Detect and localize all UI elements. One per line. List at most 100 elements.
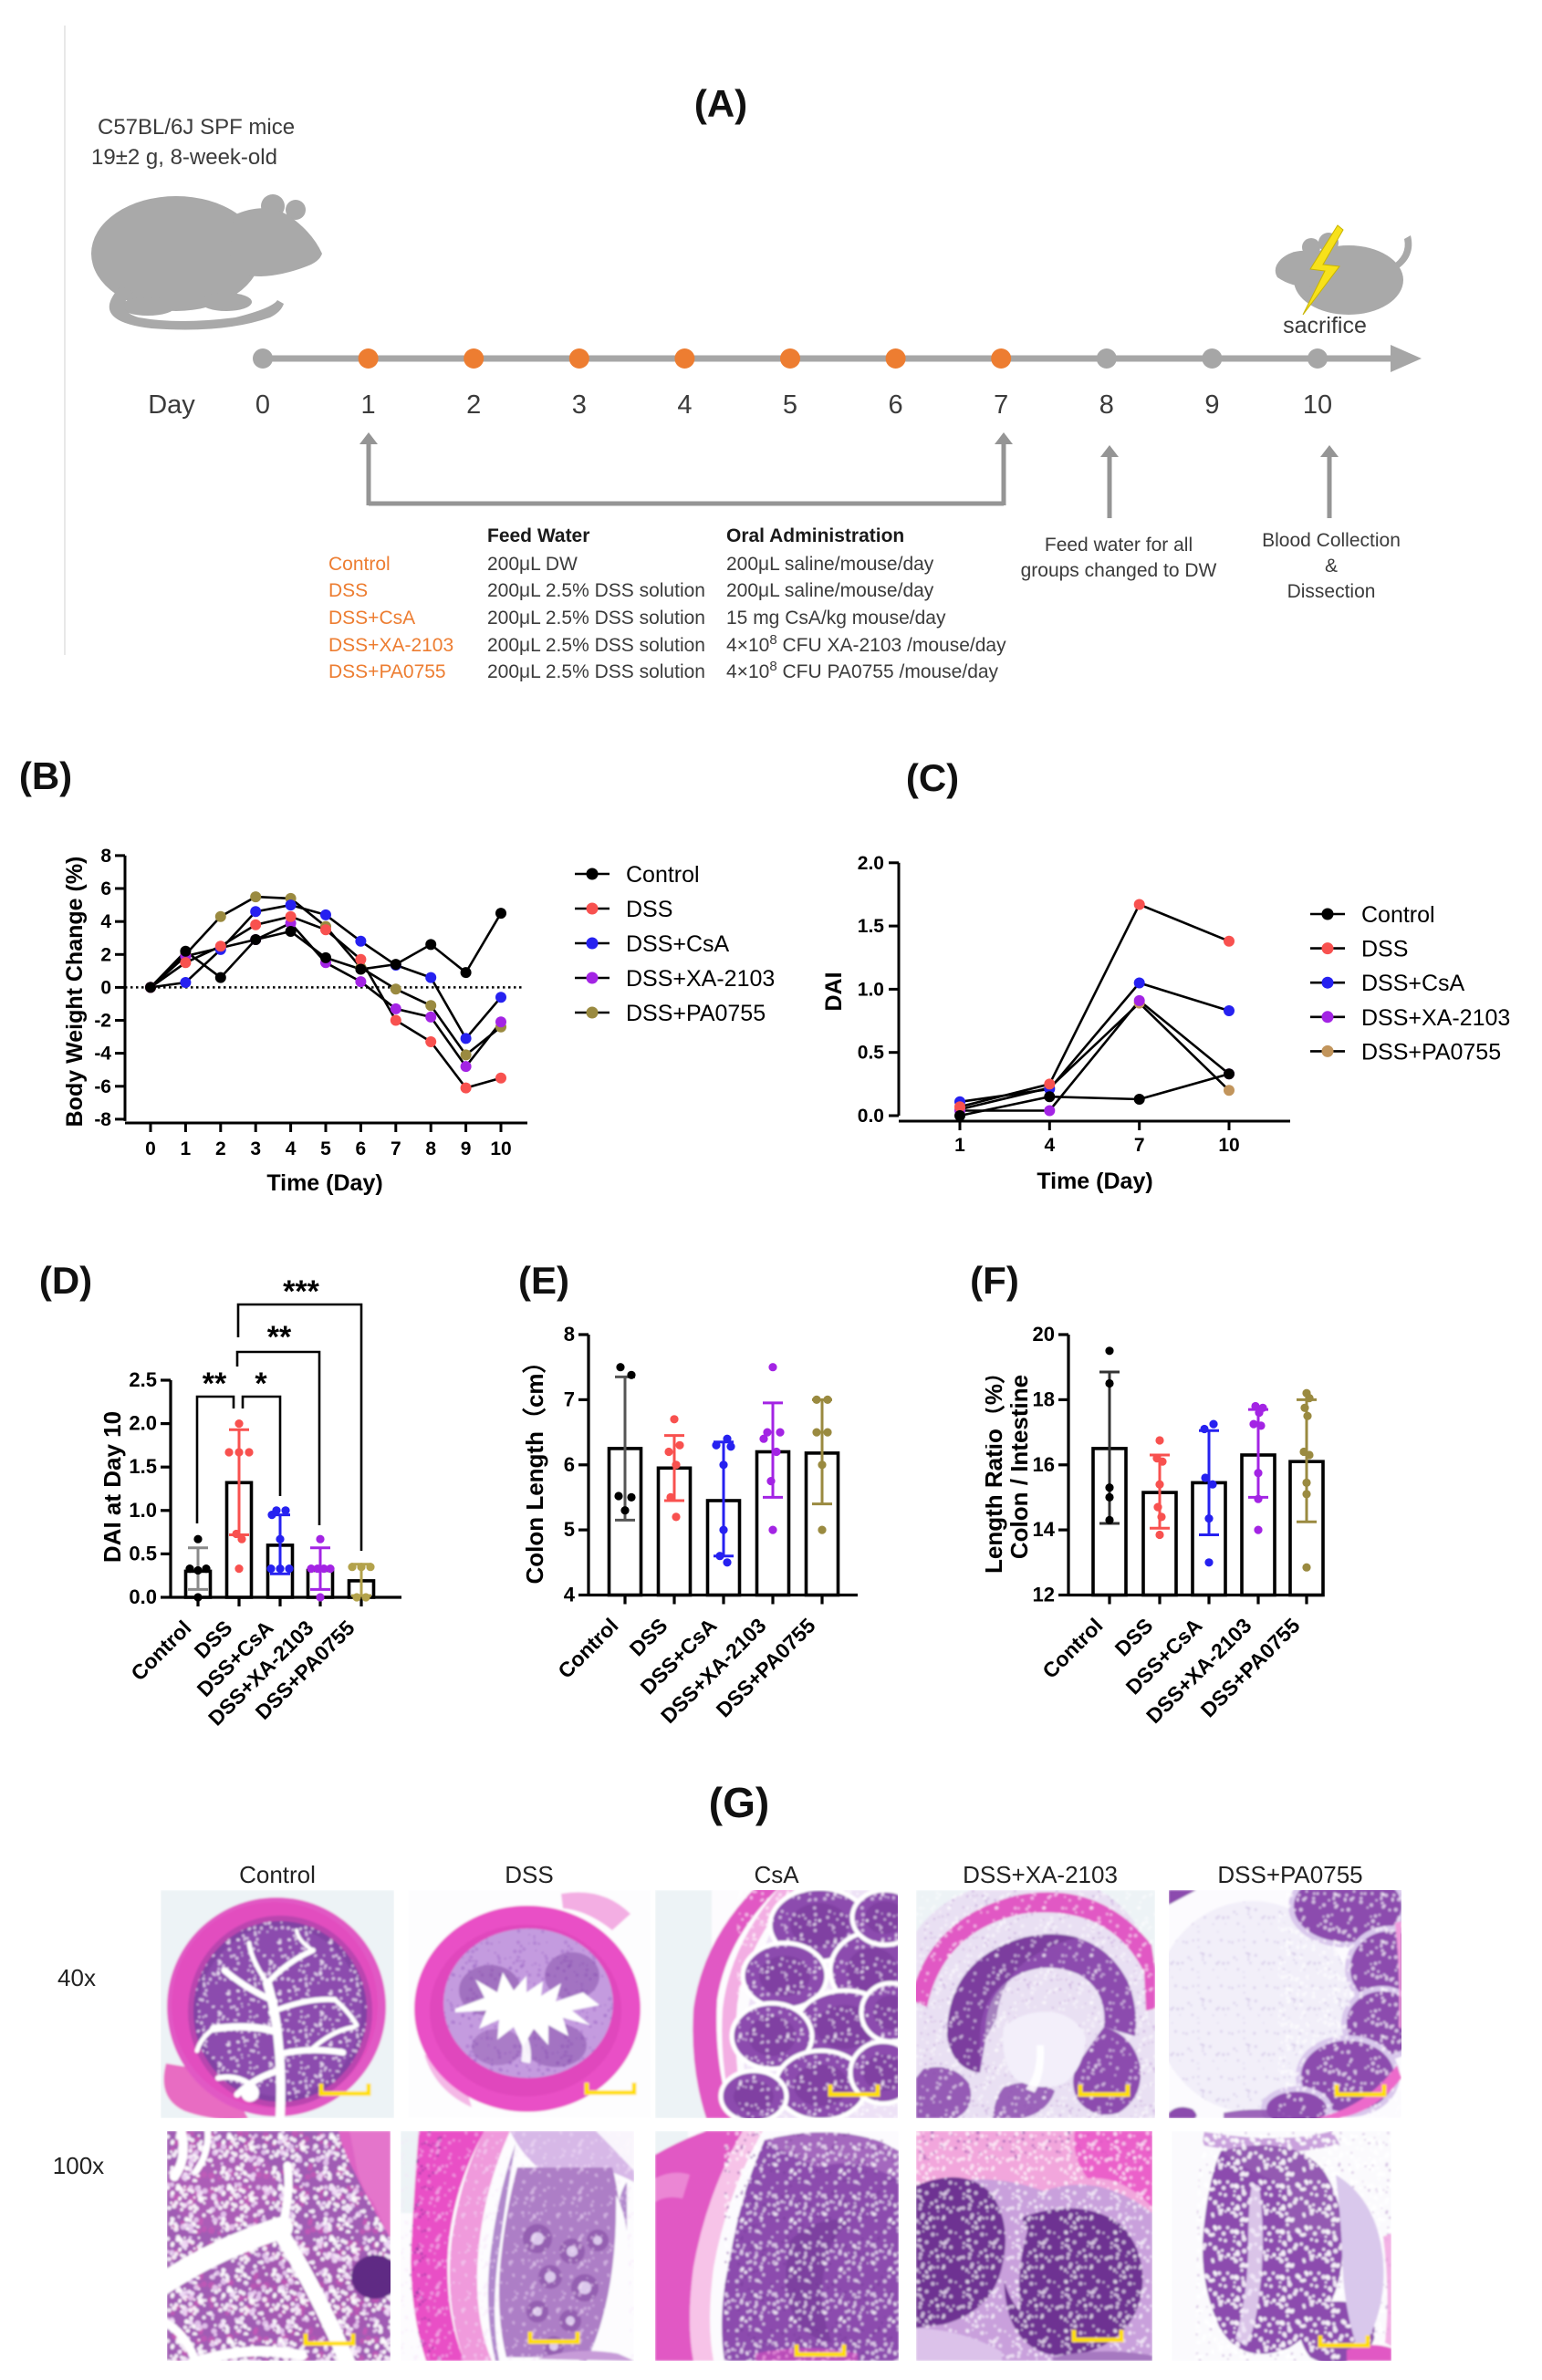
- svg-text:-6: -6: [94, 1076, 111, 1097]
- svg-text:200μL 2.5% DSS solution: 200μL 2.5% DSS solution: [487, 635, 705, 656]
- svg-text:6: 6: [356, 1138, 367, 1159]
- svg-text:8: 8: [564, 1323, 575, 1346]
- svg-text:Colon / Intestine: Colon / Intestine: [1005, 1375, 1033, 1559]
- svg-text:1: 1: [361, 390, 376, 420]
- svg-text:Control: Control: [328, 554, 391, 575]
- svg-text:8: 8: [425, 1138, 436, 1159]
- svg-text:15 mg CsA/kg mouse/day: 15 mg CsA/kg mouse/day: [726, 608, 946, 629]
- svg-text:(F): (F): [970, 1259, 1019, 1302]
- svg-text:DSS+XA-2103: DSS+XA-2103: [963, 1861, 1118, 1888]
- svg-text:-2: -2: [94, 1011, 111, 1032]
- svg-text:9: 9: [461, 1138, 472, 1159]
- svg-text:Dissection: Dissection: [1287, 581, 1376, 602]
- svg-text:Feed water for all: Feed water for all: [1045, 535, 1193, 556]
- svg-text:sacrifice: sacrifice: [1283, 313, 1367, 338]
- svg-text:2: 2: [215, 1138, 226, 1159]
- svg-text:3: 3: [250, 1138, 261, 1159]
- svg-text:1: 1: [181, 1138, 192, 1159]
- svg-text:0.0: 0.0: [858, 1106, 884, 1127]
- svg-text:6: 6: [889, 390, 903, 420]
- svg-text:Control: Control: [553, 1614, 622, 1683]
- svg-text:(D): (D): [39, 1259, 92, 1302]
- svg-text:DSS+XA-2103: DSS+XA-2103: [626, 966, 775, 992]
- svg-text:**: **: [203, 1367, 227, 1401]
- svg-text:200μL saline/mouse/day: 200μL saline/mouse/day: [726, 554, 934, 575]
- svg-text:DSS: DSS: [505, 1861, 553, 1888]
- svg-text:Time (Day): Time (Day): [1037, 1169, 1152, 1194]
- svg-text:10: 10: [1303, 390, 1332, 420]
- svg-text:DSS+CsA: DSS+CsA: [1361, 971, 1465, 996]
- svg-text:&: &: [1325, 556, 1338, 577]
- svg-text:Control: Control: [126, 1616, 195, 1685]
- svg-text:100x: 100x: [53, 2152, 104, 2179]
- svg-text:Control: Control: [1037, 1614, 1107, 1683]
- svg-text:1.5: 1.5: [129, 1455, 157, 1478]
- svg-text:14: 14: [1033, 1518, 1056, 1541]
- svg-text:6: 6: [564, 1453, 575, 1476]
- svg-text:200μL 2.5% DSS solution: 200μL 2.5% DSS solution: [487, 661, 705, 682]
- svg-text:groups changed to DW: groups changed to DW: [1021, 560, 1217, 581]
- svg-text:(G): (G): [709, 1779, 769, 1826]
- svg-text:DSS+XA-2103: DSS+XA-2103: [328, 635, 453, 656]
- svg-text:(A): (A): [694, 82, 747, 125]
- svg-text:1.0: 1.0: [129, 1499, 157, 1522]
- svg-text:0.0: 0.0: [129, 1585, 157, 1608]
- svg-text:Day: Day: [148, 390, 195, 420]
- svg-text:4: 4: [564, 1584, 576, 1606]
- svg-text:Control: Control: [1361, 902, 1435, 928]
- svg-text:10: 10: [1218, 1135, 1239, 1156]
- svg-text:DSS: DSS: [1361, 937, 1408, 962]
- svg-text:Feed Water: Feed Water: [487, 525, 589, 546]
- svg-text:Length Ratio（%）: Length Ratio（%）: [985, 1360, 1007, 1574]
- svg-text:(C): (C): [906, 756, 959, 799]
- svg-text:CsA: CsA: [754, 1861, 799, 1888]
- svg-text:2: 2: [466, 390, 481, 420]
- svg-text:0: 0: [255, 390, 270, 420]
- svg-text:(E): (E): [518, 1259, 569, 1302]
- svg-text:DSS+PA0755: DSS+PA0755: [626, 1001, 766, 1026]
- svg-text:DSS: DSS: [626, 897, 672, 922]
- svg-text:1.0: 1.0: [858, 979, 884, 1000]
- svg-text:12: 12: [1033, 1584, 1055, 1606]
- svg-text:DSS+CsA: DSS+CsA: [328, 608, 415, 629]
- svg-text:-8: -8: [94, 1109, 111, 1130]
- svg-text:200μL DW: 200μL DW: [487, 554, 578, 575]
- svg-text:Control: Control: [239, 1861, 316, 1888]
- svg-text:8: 8: [100, 846, 111, 867]
- svg-text:DSS+CsA: DSS+CsA: [626, 931, 730, 957]
- svg-text:-4: -4: [94, 1044, 111, 1065]
- svg-text:5: 5: [564, 1518, 575, 1541]
- svg-text:C57BL/6J SPF mice: C57BL/6J SPF mice: [98, 115, 295, 140]
- svg-text:DAI at Day 10: DAI at Day 10: [99, 1411, 126, 1563]
- svg-text:0.5: 0.5: [129, 1542, 157, 1564]
- svg-text:6: 6: [100, 878, 111, 899]
- svg-text:DSS+PA0755: DSS+PA0755: [1217, 1861, 1362, 1888]
- svg-text:***: ***: [283, 1274, 319, 1309]
- svg-text:200μL 2.5% DSS solution: 200μL 2.5% DSS solution: [487, 608, 705, 629]
- svg-text:0: 0: [145, 1138, 156, 1159]
- svg-text:20: 20: [1033, 1323, 1055, 1346]
- svg-text:3: 3: [572, 390, 587, 420]
- svg-text:DSS+XA-2103: DSS+XA-2103: [1361, 1005, 1510, 1031]
- svg-text:4: 4: [286, 1138, 297, 1159]
- svg-text:*: *: [255, 1367, 267, 1401]
- svg-text:Oral Administration: Oral Administration: [726, 525, 904, 546]
- svg-text:5: 5: [320, 1138, 331, 1159]
- svg-text:7: 7: [564, 1387, 575, 1410]
- svg-text:4×108 CFU PA0755 /mouse/day: 4×108 CFU PA0755 /mouse/day: [726, 659, 999, 683]
- svg-text:7: 7: [1134, 1135, 1145, 1156]
- svg-text:1: 1: [954, 1135, 965, 1156]
- svg-text:7: 7: [994, 390, 1008, 420]
- svg-text:4: 4: [677, 390, 692, 420]
- svg-text:4: 4: [100, 911, 111, 932]
- svg-text:19±2 g, 8-week-old: 19±2 g, 8-week-old: [91, 145, 277, 170]
- svg-text:5: 5: [783, 390, 797, 420]
- svg-text:Time (Day): Time (Day): [266, 1170, 382, 1196]
- svg-text:7: 7: [391, 1138, 401, 1159]
- svg-text:4: 4: [1044, 1135, 1055, 1156]
- svg-text:200μL saline/mouse/day: 200μL saline/mouse/day: [726, 580, 934, 601]
- svg-text:2.0: 2.0: [858, 853, 884, 874]
- svg-text:2.0: 2.0: [129, 1412, 157, 1435]
- svg-text:9: 9: [1204, 390, 1219, 420]
- svg-text:200μL 2.5% DSS solution: 200μL 2.5% DSS solution: [487, 580, 705, 601]
